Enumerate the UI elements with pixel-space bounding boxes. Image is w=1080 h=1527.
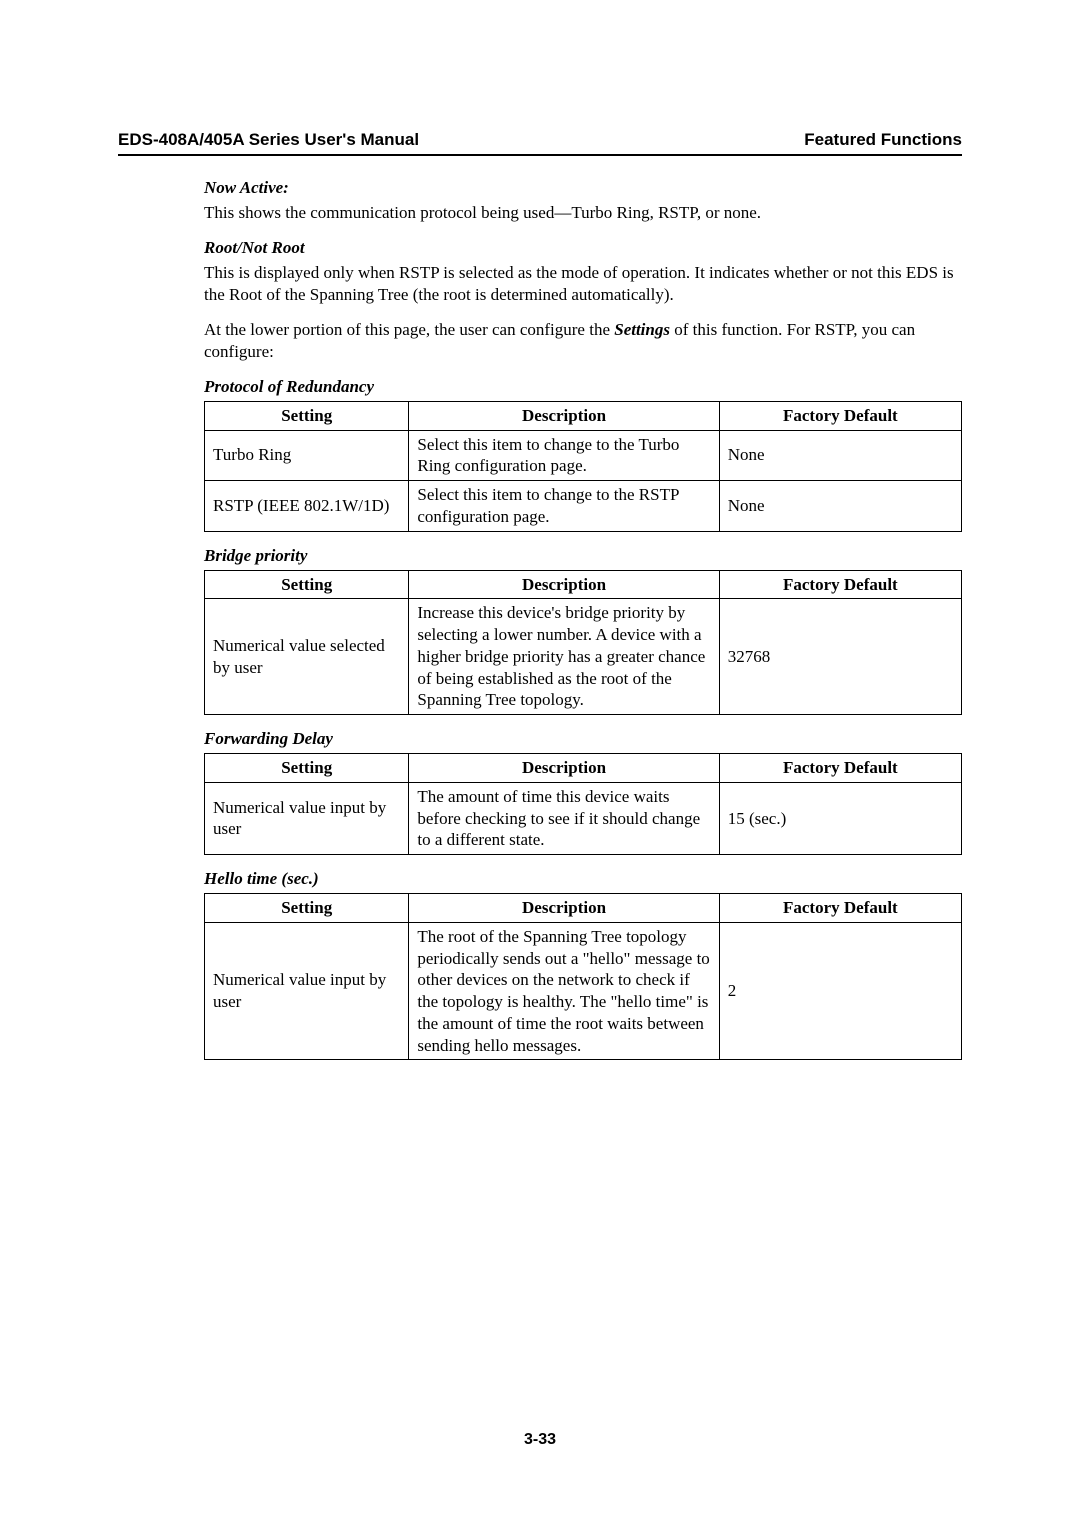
bridge-priority-table: Setting Description Factory Default Nume… <box>204 570 962 716</box>
col-description-header: Description <box>409 754 719 783</box>
root-not-root-para2: At the lower portion of this page, the u… <box>204 319 962 363</box>
cell-default: 15 (sec.) <box>719 782 961 854</box>
para2-pre: At the lower portion of this page, the u… <box>204 320 614 339</box>
cell-setting: Turbo Ring <box>205 430 409 481</box>
para2-bold: Settings <box>614 320 670 339</box>
col-default-header: Factory Default <box>719 401 961 430</box>
chapter-title: Featured Functions <box>804 130 962 150</box>
table-row: Numerical value input by user The root o… <box>205 922 962 1060</box>
hello-time-heading: Hello time (sec.) <box>204 869 962 889</box>
col-setting-header: Setting <box>205 894 409 923</box>
forwarding-delay-table: Setting Description Factory Default Nume… <box>204 753 962 855</box>
table-row: RSTP (IEEE 802.1W/1D) Select this item t… <box>205 481 962 532</box>
table-header-row: Setting Description Factory Default <box>205 754 962 783</box>
cell-setting: RSTP (IEEE 802.1W/1D) <box>205 481 409 532</box>
page-number: 3-33 <box>0 1431 1080 1449</box>
cell-setting: Numerical value input by user <box>205 782 409 854</box>
cell-description: Select this item to change to the RSTP c… <box>409 481 719 532</box>
table-header-row: Setting Description Factory Default <box>205 894 962 923</box>
cell-default: None <box>719 430 961 481</box>
root-not-root-heading: Root/Not Root <box>204 238 962 258</box>
table-row: Numerical value selected by user Increas… <box>205 599 962 715</box>
table-row: Numerical value input by user The amount… <box>205 782 962 854</box>
col-description-header: Description <box>409 401 719 430</box>
now-active-heading: Now Active: <box>204 178 962 198</box>
cell-default: None <box>719 481 961 532</box>
protocol-redundancy-table: Setting Description Factory Default Turb… <box>204 401 962 532</box>
cell-description: Increase this device's bridge priority b… <box>409 599 719 715</box>
cell-default: 2 <box>719 922 961 1060</box>
col-description-header: Description <box>409 570 719 599</box>
table-row: Turbo Ring Select this item to change to… <box>205 430 962 481</box>
col-setting-header: Setting <box>205 754 409 783</box>
col-default-header: Factory Default <box>719 754 961 783</box>
page-content: Now Active: This shows the communication… <box>204 178 962 1060</box>
cell-description: Select this item to change to the Turbo … <box>409 430 719 481</box>
table-header-row: Setting Description Factory Default <box>205 401 962 430</box>
bridge-priority-heading: Bridge priority <box>204 546 962 566</box>
hello-time-table: Setting Description Factory Default Nume… <box>204 893 962 1060</box>
cell-description: The root of the Spanning Tree topology p… <box>409 922 719 1060</box>
col-description-header: Description <box>409 894 719 923</box>
col-default-header: Factory Default <box>719 894 961 923</box>
cell-setting: Numerical value selected by user <box>205 599 409 715</box>
page-header: EDS-408A/405A Series User's Manual Featu… <box>118 130 962 156</box>
cell-description: The amount of time this device waits bef… <box>409 782 719 854</box>
forwarding-delay-heading: Forwarding Delay <box>204 729 962 749</box>
protocol-redundancy-heading: Protocol of Redundancy <box>204 377 962 397</box>
col-setting-header: Setting <box>205 570 409 599</box>
cell-setting: Numerical value input by user <box>205 922 409 1060</box>
now-active-text: This shows the communication protocol be… <box>204 202 962 224</box>
root-not-root-para1: This is displayed only when RSTP is sele… <box>204 262 962 306</box>
table-header-row: Setting Description Factory Default <box>205 570 962 599</box>
cell-default: 32768 <box>719 599 961 715</box>
col-default-header: Factory Default <box>719 570 961 599</box>
col-setting-header: Setting <box>205 401 409 430</box>
manual-title: EDS-408A/405A Series User's Manual <box>118 130 419 150</box>
